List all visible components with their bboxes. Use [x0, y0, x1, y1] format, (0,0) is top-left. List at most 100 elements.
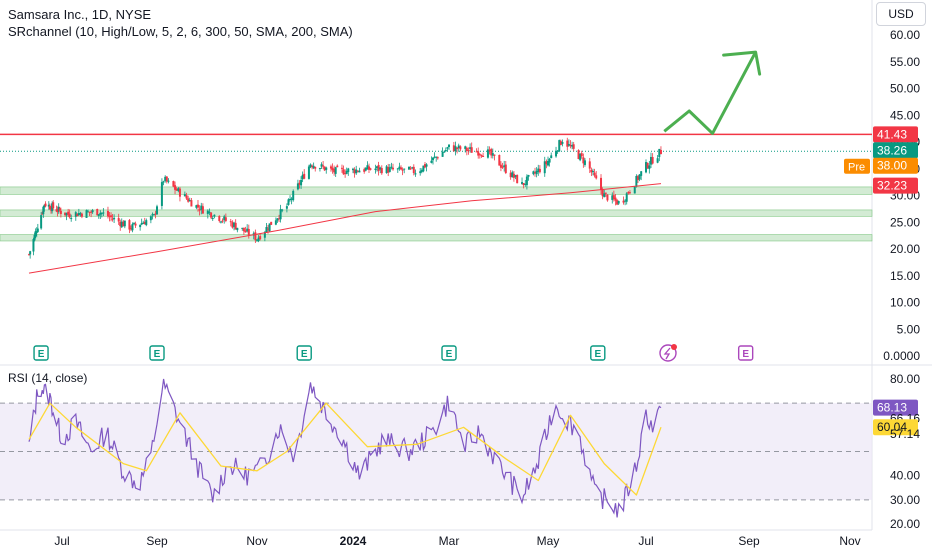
candle [55, 205, 58, 213]
candle [452, 141, 455, 152]
candle [398, 162, 401, 171]
candle [656, 155, 659, 164]
currency-button[interactable]: USD [876, 2, 926, 26]
candle [456, 147, 459, 154]
candle [90, 210, 93, 218]
candle [334, 166, 337, 177]
candle [281, 208, 284, 213]
candle [320, 162, 323, 170]
time-tick-label: Jul [638, 534, 653, 548]
candle [85, 209, 88, 218]
indicator-legend[interactable]: SRchannel (10, High/Low, 5, 2, 6, 300, 5… [8, 24, 353, 39]
candle [167, 178, 170, 184]
candle [347, 167, 350, 176]
rsi-tick-label: 57.14 [890, 427, 920, 441]
earnings-marker[interactable] [590, 345, 606, 361]
pre-market-badge: Pre [848, 162, 865, 174]
earnings-marker[interactable] [33, 345, 49, 361]
pre-market-badge-bg [844, 158, 870, 174]
candle [547, 156, 549, 167]
candle [392, 163, 394, 171]
rsi-ma-line[interactable] [28, 402, 662, 496]
candle [408, 166, 410, 170]
earnings-marker[interactable] [441, 345, 457, 361]
candle [635, 174, 638, 188]
candle [177, 186, 180, 193]
candle [388, 164, 391, 173]
candle [504, 160, 507, 175]
candle [443, 150, 446, 153]
candle [268, 223, 271, 233]
candle [646, 162, 649, 170]
pre-market-price-label-bg [873, 157, 918, 174]
candle [486, 146, 489, 159]
candle [110, 212, 113, 222]
candle [532, 170, 535, 176]
earnings-marker[interactable] [296, 345, 312, 361]
candle [91, 208, 94, 214]
candle [100, 212, 103, 218]
candle [363, 167, 366, 174]
candle [259, 233, 262, 241]
candle [336, 164, 339, 168]
candle [224, 213, 227, 223]
time-tick-label: Nov [246, 534, 267, 548]
candle [312, 162, 315, 170]
candle [88, 211, 91, 217]
earnings-marker-label: E [38, 349, 45, 360]
candle [233, 221, 236, 231]
candle [525, 174, 528, 190]
candle [102, 208, 105, 217]
candle [446, 146, 449, 152]
candle [556, 149, 559, 154]
candle [296, 179, 299, 191]
candle [285, 203, 288, 213]
candle [548, 157, 551, 167]
candle [201, 203, 204, 214]
rsi-line[interactable] [28, 378, 662, 518]
support-zone-1[interactable] [0, 186, 873, 195]
candle [274, 217, 277, 226]
earnings-markers [33, 345, 754, 361]
support-zone-3[interactable] [0, 234, 873, 242]
support-zone-2[interactable] [0, 209, 873, 217]
earnings-marker[interactable] [149, 345, 165, 361]
candle [432, 157, 434, 165]
candle [58, 206, 61, 213]
candle [211, 215, 214, 221]
candle [369, 167, 372, 171]
candle [651, 153, 654, 165]
candle [185, 192, 188, 200]
candle [535, 167, 538, 178]
candle [257, 235, 260, 243]
candle [151, 212, 154, 220]
candle [459, 145, 462, 152]
candle [580, 150, 583, 159]
rsi-tick-label: 20.00 [890, 517, 920, 531]
candle [567, 139, 570, 147]
candle [48, 203, 51, 210]
candle [160, 178, 163, 210]
candle [593, 168, 596, 178]
candle [658, 148, 661, 162]
sma-200-line[interactable] [28, 183, 662, 274]
candle [490, 147, 493, 159]
projection-arrow[interactable] [663, 51, 757, 135]
candle [571, 141, 574, 150]
candle [441, 147, 444, 157]
candle [559, 139, 562, 146]
rsi-value-label: 68.13 [877, 401, 907, 415]
rsi-tick-label: 30.00 [890, 493, 920, 507]
rsi-indicator-legend[interactable]: RSI (14, close) [8, 371, 88, 385]
candle [512, 171, 515, 182]
candle [28, 253, 31, 256]
symbol-title[interactable]: Samsara Inc., 1D, NYSE [8, 7, 152, 22]
candle [331, 163, 334, 174]
candle [77, 208, 80, 216]
candle [612, 190, 615, 202]
candle [322, 160, 325, 170]
candle [208, 208, 211, 216]
sma-price-label: 32.23 [877, 179, 907, 193]
earnings-marker[interactable] [737, 345, 754, 361]
